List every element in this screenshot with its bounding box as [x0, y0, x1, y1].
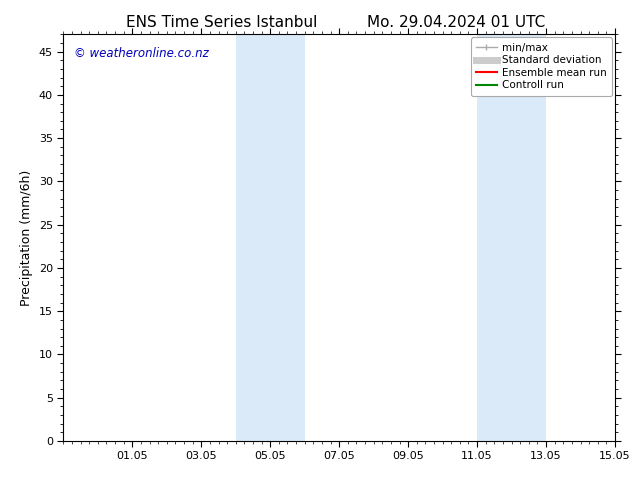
Text: ENS Time Series Istanbul: ENS Time Series Istanbul: [126, 15, 318, 30]
Text: Mo. 29.04.2024 01 UTC: Mo. 29.04.2024 01 UTC: [367, 15, 546, 30]
Y-axis label: Precipitation (mm/6h): Precipitation (mm/6h): [20, 170, 34, 306]
Legend: min/max, Standard deviation, Ensemble mean run, Controll run: min/max, Standard deviation, Ensemble me…: [470, 37, 612, 96]
Text: © weatheronline.co.nz: © weatheronline.co.nz: [74, 47, 209, 59]
Bar: [477, 34, 546, 441]
Bar: [236, 34, 305, 441]
